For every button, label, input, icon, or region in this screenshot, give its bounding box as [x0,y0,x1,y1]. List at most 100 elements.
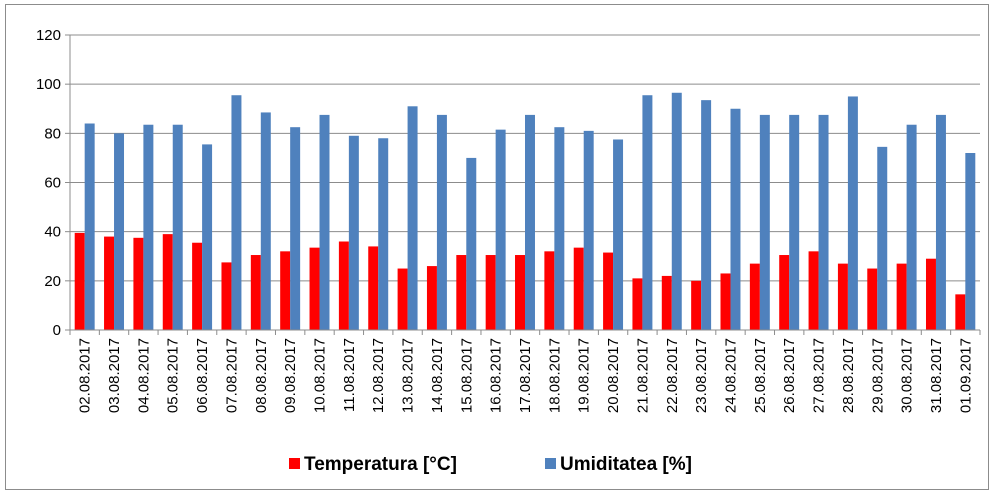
bar-umiditatea [143,124,154,331]
bar-temperatura [573,247,584,330]
bar-temperatura [104,236,115,330]
bar-umiditatea [348,135,359,330]
x-tick-label: 19.08.2017 [576,338,593,413]
bar-umiditatea [730,108,741,330]
legend-label-umiditatea: Umiditatea [%] [560,454,692,475]
bar-umiditatea [525,114,535,330]
bar-umiditatea [906,124,917,331]
bar-umiditatea [378,138,389,330]
x-tick-label: 27.08.2017 [811,338,828,413]
bar-temperatura [925,258,936,330]
bar-umiditatea [759,114,770,330]
x-tick-label: 16.08.2017 [488,338,505,413]
x-tick-label: 08.08.2017 [253,338,270,413]
bar-temperatura [426,266,437,330]
legend-label-temperatura: Temperatura [°C] [304,454,457,475]
x-tick-label: 21.08.2017 [634,338,651,413]
bar-temperatura [192,242,203,330]
x-tick-label: 06.08.2017 [194,338,211,413]
bar-temperatura [309,247,320,330]
bar-temperatura [338,241,349,330]
x-tick-label: 03.08.2017 [106,338,123,413]
bar-umiditatea [466,157,477,330]
x-tick-label: 10.08.2017 [312,338,329,413]
bar-umiditatea [877,146,888,330]
bar-umiditatea [965,153,976,330]
bar-temperatura [133,237,144,330]
x-tick-label: 02.08.2017 [77,338,94,413]
x-tick-label: 01.09.2017 [957,338,974,413]
bar-temperatura [368,246,379,330]
x-tick-label: 11.08.2017 [341,338,358,412]
bar-umiditatea [818,114,829,330]
bar-temperatura [456,255,467,330]
bar-umiditatea [231,95,242,331]
x-tick-label: 07.08.2017 [223,338,240,413]
x-tick-label: 23.08.2017 [693,338,710,413]
bar-umiditatea [290,127,301,330]
bar-temperatura [515,255,525,330]
bar-umiditatea [583,130,594,330]
y-tick-label: 80 [44,125,61,142]
bar-temperatura [280,251,291,330]
y-tick-label: 100 [36,76,61,93]
bar-umiditatea [495,129,506,330]
bar-umiditatea [789,114,800,330]
bar-temperatura [749,263,760,330]
bar-umiditatea [671,92,682,330]
bar-umiditatea [260,112,271,330]
bar-umiditatea [436,114,447,330]
bar-temperatura [837,263,848,330]
y-tick-label: 120 [36,27,61,44]
y-tick-label: 0 [53,322,61,339]
x-tick-label: 30.08.2017 [899,338,916,413]
x-tick-label: 13.08.2017 [400,338,417,413]
bar-umiditatea [642,95,653,331]
x-tick-label: 17.08.2017 [517,338,534,413]
bar-temperatura [544,251,555,330]
y-tick-label: 40 [44,224,61,241]
legend: Temperatura [°C] Umiditatea [%] [289,454,692,475]
bar-umiditatea [554,127,565,330]
bar-temperatura [485,255,496,330]
x-tick-label: 28.08.2017 [840,338,857,413]
x-tick-label: 20.08.2017 [605,338,622,413]
x-axis-tick-labels: 02.08.2017 03.08.2017 04.08.2017 05.08.2017… [77,338,975,413]
bar-umiditatea [935,114,946,330]
axes [65,34,981,335]
bar-umiditatea [407,106,418,331]
x-tick-label: 31.08.2017 [928,338,945,413]
x-tick-label: 22.08.2017 [664,338,681,413]
bar-umiditatea [319,114,330,330]
bar-umiditatea [172,124,183,331]
bar-temperatura [779,255,790,330]
x-tick-label: 24.08.2017 [722,338,739,413]
x-tick-label: 14.08.2017 [429,338,446,413]
bar-temperatura [397,268,408,330]
x-tick-label: 09.08.2017 [282,338,299,413]
bar-temperatura [896,263,907,330]
y-axis-tick-labels: 0 20 40 60 80 100 120 [36,27,61,339]
bar-temperatura [162,234,173,330]
x-tick-label: 18.08.2017 [546,338,563,413]
bar-temperatura [955,294,966,330]
legend-swatch-temperatura [289,458,300,469]
bar-temperatura [867,268,878,330]
bar-temperatura [720,273,731,330]
bar-umiditatea [114,133,125,330]
legend-swatch-umiditatea [545,458,556,469]
bars [74,92,976,331]
x-tick-label: 29.08.2017 [869,338,886,413]
bar-umiditatea [613,139,624,330]
y-tick-label: 60 [44,175,61,192]
bar-umiditatea [202,144,213,330]
bar-umiditatea [701,100,712,330]
y-tick-label: 20 [44,273,61,290]
bar-temperatura [74,232,85,330]
bar-temperatura [661,275,672,330]
bar-temperatura [603,252,614,330]
bar-temperatura [250,255,261,330]
x-tick-label: 15.08.2017 [458,338,475,413]
x-tick-label: 12.08.2017 [370,338,387,413]
